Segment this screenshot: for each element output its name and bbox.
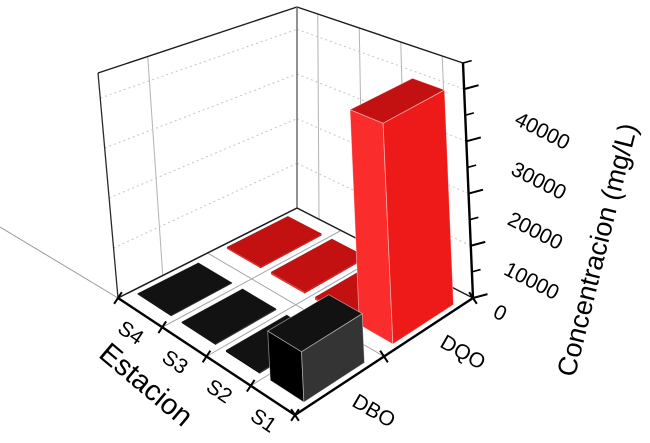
series-dbo <box>137 262 365 403</box>
bar-dqo-s1 <box>349 77 454 345</box>
bar-dqo-s3 <box>270 238 366 294</box>
x-tick-label: S3 <box>158 346 192 379</box>
series-tick-label: DBO <box>348 390 399 433</box>
x-tick-label: S1 <box>246 404 280 437</box>
z-tick-label: 0 <box>490 300 511 326</box>
z-tick-label: 10000 <box>500 258 562 305</box>
bar-dbo-s3 <box>181 288 277 346</box>
bar-dqo-s4 <box>226 215 322 269</box>
z-tick-label: 40000 <box>511 108 573 155</box>
bar-dbo-s1 <box>267 294 365 403</box>
bar-dbo-s4 <box>137 262 233 317</box>
x-axis-title: Estacion <box>93 337 199 433</box>
bars <box>137 77 454 403</box>
series-tick-label: DQO <box>436 331 489 375</box>
frame-edges <box>0 6 474 299</box>
z-tick-label: 20000 <box>504 208 566 255</box>
z-axis-title: Concentracion (mg/L) <box>551 120 643 379</box>
series-dqo <box>226 77 454 345</box>
z-tick-label: 30000 <box>507 158 569 205</box>
x-tick-label: S2 <box>202 375 236 408</box>
z-axis-ticks <box>462 59 488 299</box>
